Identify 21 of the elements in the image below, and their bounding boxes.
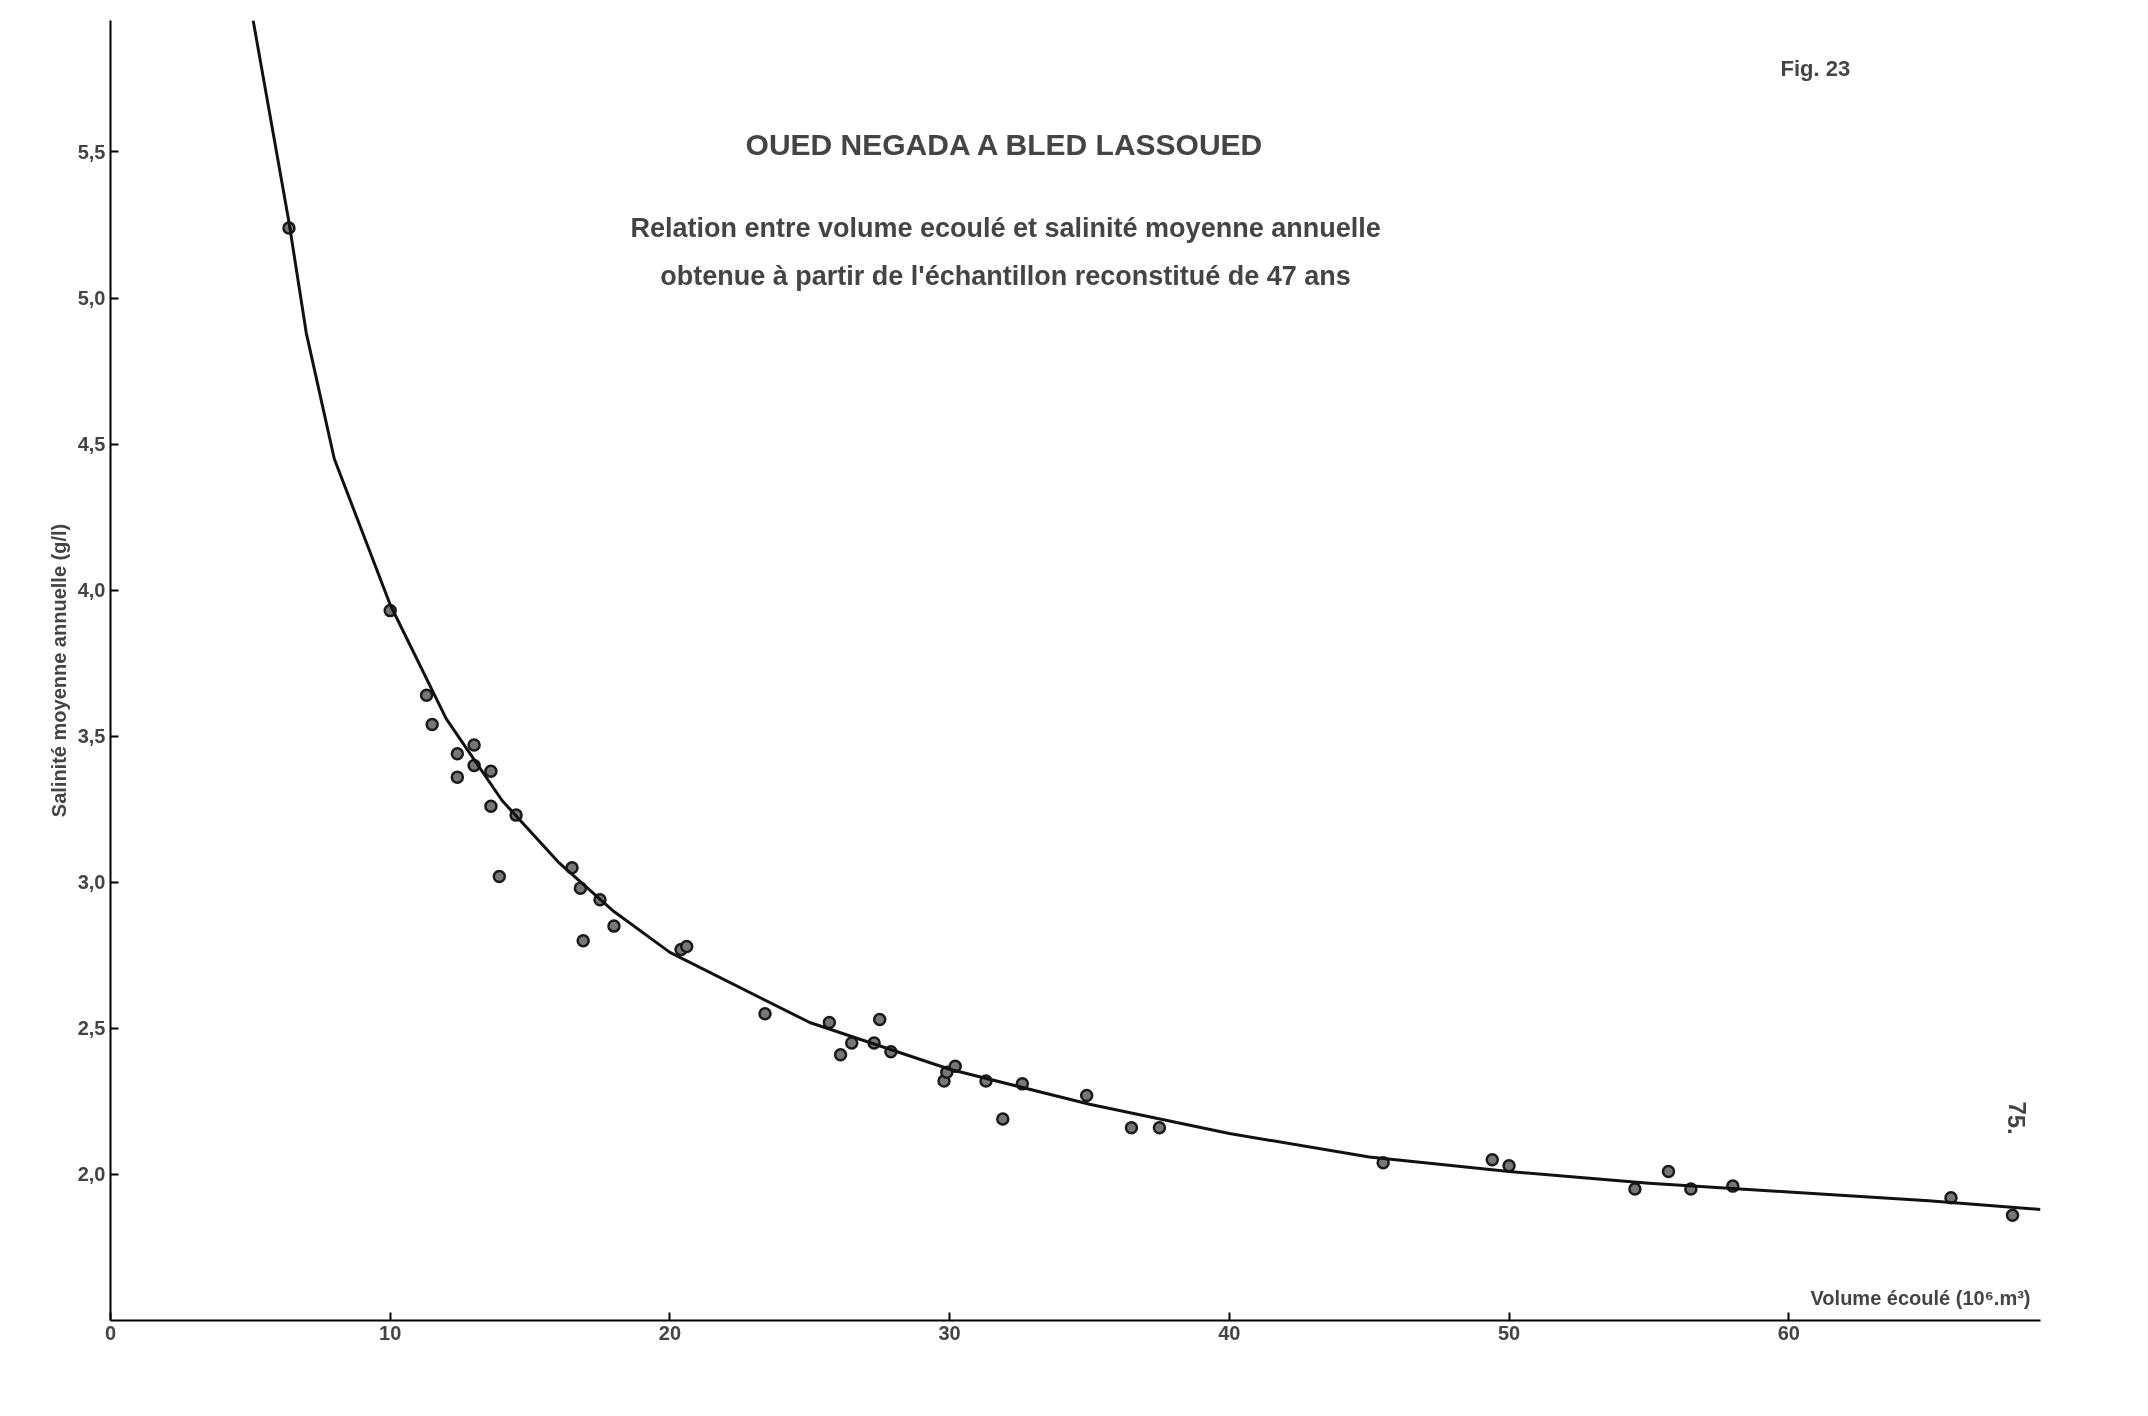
- text: Relation entre volume ecoulé et salinité moyenne annuelle obtenue à partir de l'échantillon reconstitué de 47 ans: [630, 212, 1381, 291]
- x-tick-label: 10: [379, 1321, 402, 1344]
- y-tick-label: 2,0: [77, 1163, 106, 1186]
- y-tick-label: 3,0: [77, 871, 106, 894]
- x-tick-label: 30: [938, 1321, 961, 1344]
- annotation: Fig. 23: [1780, 55, 1851, 81]
- y-tick-label: 3,5: [77, 725, 106, 748]
- annotation: 75.: [2003, 1101, 2031, 1135]
- text: OUED NEGADA A BLED LASSOUED: [745, 127, 1263, 161]
- x-tick-label: 50: [1497, 1321, 1521, 1344]
- x-axis-title: Volume écoulé (10⁶.m³): [1810, 1286, 2031, 1309]
- y-tick-label: 5,0: [77, 287, 106, 310]
- x-tick-label: 20: [658, 1321, 682, 1344]
- y-tick-label: 2,5: [77, 1017, 106, 1040]
- x-tick-label: 60: [1777, 1321, 1800, 1344]
- x-tick-label: 40: [1218, 1321, 1241, 1344]
- y-tick-label: 5,5: [77, 140, 106, 163]
- y-tick-label: 4,0: [77, 579, 106, 602]
- y-axis-title: Salinité moyenne annuelle (g/l): [47, 523, 70, 818]
- y-tick-label: 4,5: [77, 433, 106, 456]
- x-tick-label: 0: [104, 1321, 117, 1344]
